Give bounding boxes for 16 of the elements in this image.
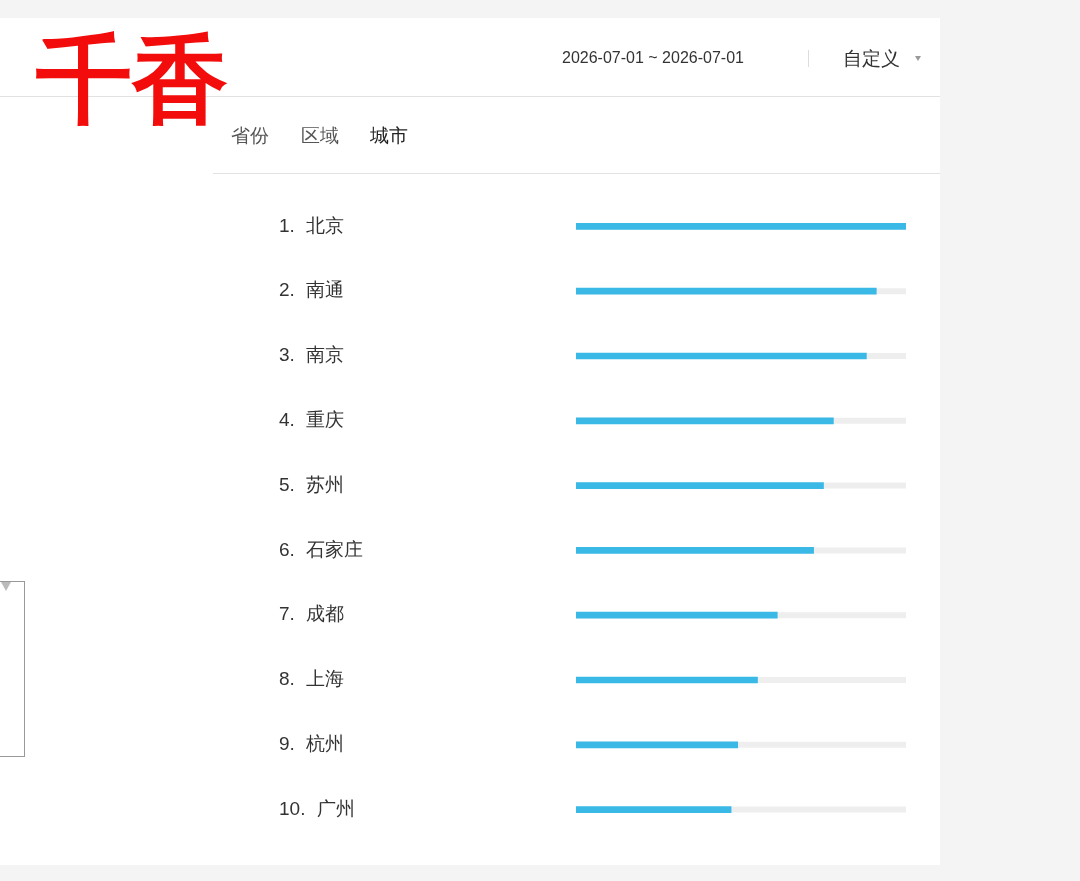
y-tick-label: 5. 苏州 bbox=[279, 473, 345, 495]
y-tick-label: 3. 南京 bbox=[279, 344, 345, 366]
y-tick-label: 4. 重庆 bbox=[279, 409, 345, 431]
y-tick-label: 10. 广州 bbox=[279, 797, 355, 819]
text: 自定义 bbox=[843, 47, 900, 70]
text: 区域 bbox=[301, 124, 339, 147]
chart-title: 千香 bbox=[36, 26, 228, 133]
y-tick-label: 1. 北京 bbox=[279, 214, 345, 236]
y-tick-label: 7. 成都 bbox=[279, 603, 345, 625]
text: 2026-07-01 ~ 2026-07-01 bbox=[562, 48, 744, 68]
y-tick-label: 9. 杭州 bbox=[279, 733, 345, 755]
y-tick-label: 6. 石家庄 bbox=[279, 538, 364, 560]
y-tick-label: 2. 南通 bbox=[279, 279, 345, 301]
text: 城市 bbox=[370, 124, 408, 147]
text: 省份 bbox=[231, 124, 269, 147]
y-tick-label: 8. 上海 bbox=[279, 668, 345, 690]
